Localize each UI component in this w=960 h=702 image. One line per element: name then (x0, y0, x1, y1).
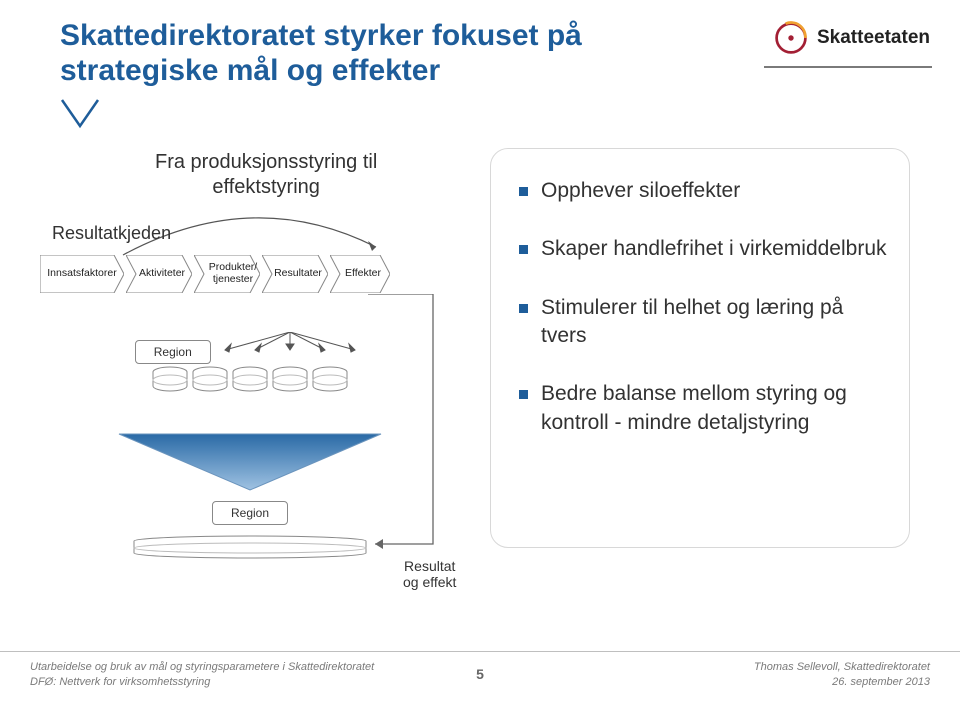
logo: Skatteetaten (773, 20, 930, 56)
logo-text: Skatteetaten (817, 27, 930, 49)
cylinder-icon (151, 366, 189, 396)
speech-tip-icon (60, 98, 100, 130)
region-group-top: Region (130, 330, 370, 396)
cylinder-icon (231, 366, 269, 396)
bullet-list: Opphever siloeffekter Skaper handlefrihe… (519, 177, 887, 437)
cylinder-row (130, 366, 370, 396)
cylinder-icon (311, 366, 349, 396)
subtitle-line-1: Fra produksjonsstyring til (155, 151, 377, 173)
page-number: 5 (476, 666, 484, 682)
result-effect-label: Resultat og effekt (403, 558, 456, 590)
footer-left: Utarbeidelse og bruk av mål og styringsp… (30, 660, 374, 690)
logo-icon (773, 20, 809, 56)
region-box: Region (212, 501, 288, 525)
footer: Utarbeidelse og bruk av mål og styringsp… (0, 651, 960, 702)
title-line-2: strategiske mål og effekter (60, 54, 440, 87)
chevron-resultater: Resultater (262, 255, 328, 293)
chevron-produkter: Produkter/tjenester (194, 255, 260, 293)
chevron-label: Produkter/tjenester (185, 262, 269, 285)
cylinder-icon (271, 366, 309, 396)
arrows-down-icon (215, 332, 365, 354)
title-line-1: Skattedirektoratet styrker fokuset på (60, 19, 582, 52)
subtitle-line-2: effektstyring (212, 176, 319, 198)
cylinder-icon (191, 366, 229, 396)
chevron-row: Innsatsfaktorer Aktiviteter Produkter/tj… (40, 255, 392, 293)
funnel-icon (115, 430, 385, 492)
bullet-item: Opphever siloeffekter (519, 177, 887, 205)
subtitle: Fra produksjonsstyring til effektstyring (155, 150, 377, 200)
chevron-label: Resultater (262, 268, 328, 280)
funnel-group: Region (115, 430, 385, 563)
long-arrow-icon (363, 294, 463, 564)
bullet-item: Bedre balanse mellom styring og kontroll… (519, 380, 887, 437)
bullet-panel: Opphever siloeffekter Skaper handlefrihe… (490, 148, 910, 548)
chevron-label: Effekter (333, 268, 387, 280)
bullet-item: Skaper handlefrihet i virkemiddelbruk (519, 235, 887, 263)
bullet-item: Stimulerer til helhet og læring på tvers (519, 294, 887, 351)
chevron-aktiviteter: Aktiviteter (126, 255, 192, 293)
chevron-innsatsfaktorer: Innsatsfaktorer (40, 255, 124, 293)
slide-title: Skattedirektoratet styrker fokuset på st… (60, 18, 582, 89)
logo-underline (764, 66, 932, 68)
resultatkjeden-label: Resultatkjeden (52, 223, 171, 244)
long-cylinder-icon (130, 535, 370, 563)
region-box: Region (135, 340, 211, 364)
chevron-effekter: Effekter (330, 255, 390, 293)
chevron-label: Aktiviteter (127, 268, 191, 280)
chevron-label: Innsatsfaktorer (41, 268, 122, 280)
footer-right: Thomas Sellevoll, Skattedirektoratet 26.… (754, 660, 930, 690)
